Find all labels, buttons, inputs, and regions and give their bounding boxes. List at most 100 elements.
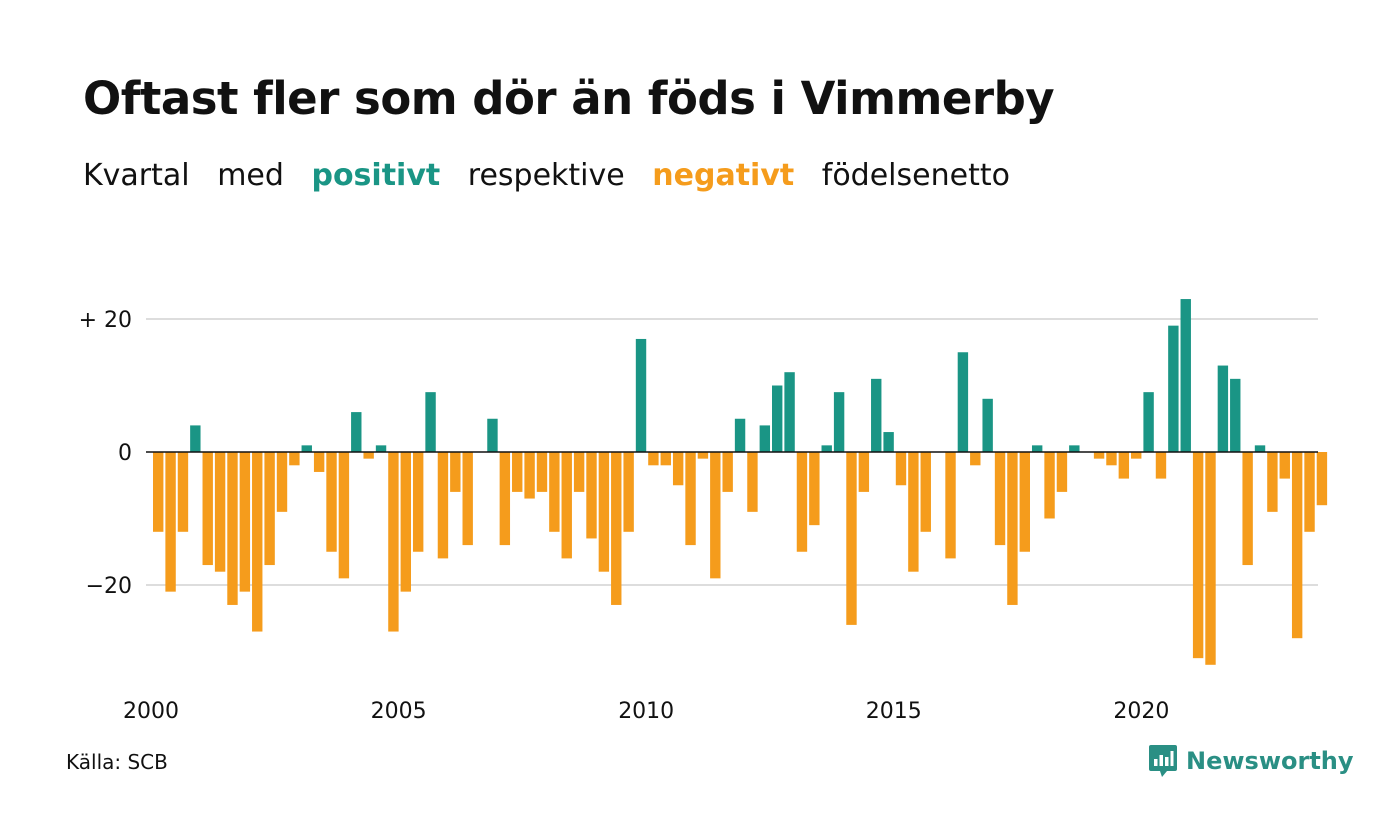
bar [450,452,461,492]
bar [573,452,585,492]
bar [1056,452,1068,492]
bar [796,452,808,552]
bar [462,452,473,546]
bar [833,392,845,452]
bar [214,452,226,572]
bar [1254,445,1266,452]
bar [994,452,1006,546]
bar [982,398,993,452]
bar [351,412,362,452]
bar [512,452,523,492]
bar [400,452,411,592]
bar [1180,299,1191,452]
bar [524,452,535,499]
bar [871,378,882,452]
bar [338,452,350,579]
bar [598,452,610,572]
bar [957,352,969,452]
bar [920,452,931,532]
bar [202,452,213,566]
bar [264,452,275,566]
bar [437,452,449,559]
bar [177,452,189,532]
bar [239,452,251,592]
bar [623,452,634,532]
y-tick-label: −20 [86,574,132,599]
bar [165,452,176,592]
bar [326,452,337,552]
bar [487,418,498,452]
bar [1267,452,1278,512]
bar [1168,325,1179,452]
bar [190,425,201,452]
bar [1106,452,1117,466]
chart-title: Oftast fler som dör än föds i Vimmerby [83,72,1055,125]
bar [1007,452,1018,605]
bar [549,452,560,532]
chart-subtitle: Kvartal med positivt respektive negativt… [83,158,1028,193]
bar [1316,452,1328,506]
bar [153,452,164,532]
bar [1205,452,1216,665]
bar [301,445,312,452]
y-tick-label: 0 [118,441,132,466]
bar [809,452,820,526]
x-tick-label: 2020 [1113,699,1169,724]
bar [1044,452,1055,519]
subtitle-text-3: respektive [467,158,625,193]
bar [970,452,981,466]
bar [945,452,956,559]
x-tick-label: 2015 [866,699,922,724]
bar [1217,365,1229,452]
subtitle-negative-label: negativt [652,158,795,193]
bar [536,452,548,492]
bar [1143,392,1154,452]
x-tick-label: 2010 [618,699,674,724]
bar [1230,378,1241,452]
bar [561,452,572,559]
bar [821,445,832,452]
subtitle-positive-label: positivt [311,158,441,193]
bar [784,372,795,452]
bar [363,452,374,459]
bar [1279,452,1290,479]
bar [858,452,870,492]
bar [611,452,622,605]
bar [276,452,288,512]
brand-logo: Newsworthy [1148,743,1354,779]
x-tick-label: 2005 [371,699,427,724]
bar [1242,452,1253,566]
bar [1031,445,1043,452]
bar [1118,452,1130,479]
x-tick-label: 2000 [123,699,179,724]
bar [685,452,696,546]
bar [1155,452,1167,479]
bar [499,452,511,546]
bar [412,452,424,552]
bar [734,418,746,452]
bar [252,452,263,632]
bar [1304,452,1315,532]
bar [846,452,857,625]
bar [908,452,919,572]
bar [895,452,907,486]
bar [697,452,709,459]
subtitle-text-2: med [217,158,284,193]
bar [1291,452,1303,639]
y-tick-label: + 20 [79,308,132,333]
bar [227,452,238,605]
bar [722,452,733,492]
bar [388,452,399,632]
bar [586,452,597,539]
bar [759,425,771,452]
bar [660,452,671,466]
bar [772,385,783,452]
source-note: Källa: SCB [66,750,168,774]
bar [710,452,721,579]
bar [672,452,684,486]
bar [635,338,647,452]
subtitle-text-1: Kvartal [83,158,190,193]
bar [1069,445,1080,452]
bar [375,445,387,452]
